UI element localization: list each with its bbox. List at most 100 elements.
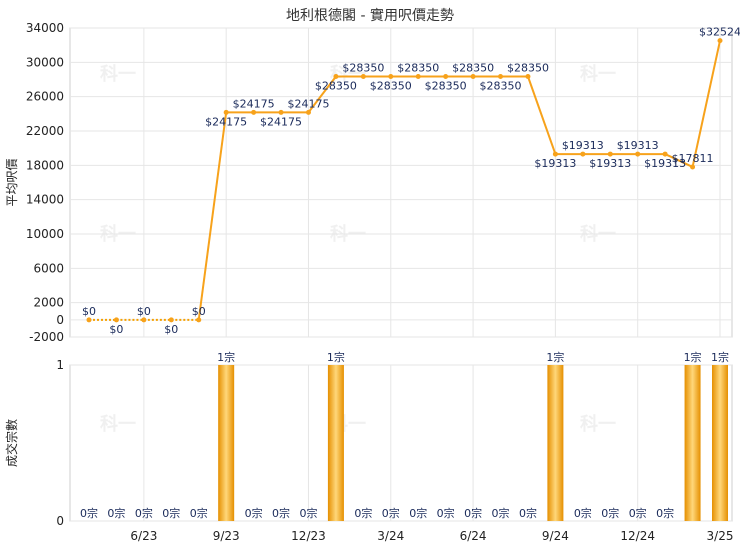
- y-tick-label: 34000: [26, 21, 64, 35]
- point-label: $17811: [672, 152, 714, 165]
- y-tick-label: 18000: [26, 158, 64, 172]
- watermark-text: 科一: [330, 63, 366, 85]
- y-tick-label: 10000: [26, 227, 64, 241]
- x-tick-label: 6/23: [130, 529, 157, 543]
- bar-label: 0宗: [574, 506, 592, 520]
- line-point: [635, 151, 641, 157]
- watermark-text: 科一: [100, 63, 136, 85]
- line-point: [86, 317, 92, 323]
- bar: [712, 365, 728, 521]
- line-point: [223, 109, 229, 115]
- point-label: $0: [109, 323, 123, 336]
- x-tick-label: 9/24: [542, 529, 569, 543]
- point-label: $0: [137, 305, 151, 318]
- point-label: $28350: [507, 61, 549, 74]
- point-label: $28350: [315, 79, 357, 92]
- bar-label: 1宗: [327, 350, 345, 364]
- bar-label: 0宗: [409, 506, 427, 520]
- bar: [547, 365, 564, 521]
- line-point: [525, 73, 531, 79]
- point-label: $24175: [260, 115, 302, 128]
- point-label: $24175: [233, 97, 275, 110]
- line-point: [607, 151, 613, 157]
- y-tick-label: 30000: [26, 55, 64, 69]
- point-label: $19313: [617, 139, 659, 152]
- line-point: [251, 109, 257, 115]
- point-label: $0: [164, 323, 178, 336]
- bar-label: 0宗: [382, 506, 400, 520]
- watermark-text: 科一: [580, 413, 616, 435]
- point-label: $24175: [287, 97, 329, 110]
- bar-label: 0宗: [437, 506, 455, 520]
- bar: [684, 365, 701, 521]
- bar-label: 0宗: [656, 506, 674, 520]
- line-point: [333, 73, 339, 79]
- line-point: [717, 38, 723, 44]
- bar-label: 0宗: [629, 506, 647, 520]
- point-label: $28350: [425, 79, 467, 92]
- point-label: $28350: [370, 79, 412, 92]
- y-axis-title: 平均呎價: [5, 158, 19, 206]
- y-tick-label: 2000: [33, 296, 64, 310]
- point-label: $19313: [534, 157, 576, 170]
- data-labels-layer: 0宗 0宗 0宗 0宗 0宗 1宗 0宗 0宗 0宗 1宗 0宗 0宗 0宗 0宗 0宗 0宗 0宗 1宗 0宗 0宗…: [80, 26, 740, 520]
- line-segment: [527, 76, 557, 155]
- bar-label: 0宗: [162, 506, 180, 520]
- bar-label: 1宗: [546, 350, 564, 364]
- point-label: $28350: [342, 61, 384, 74]
- y-tick-label: 26000: [26, 90, 64, 104]
- watermark-text: 科一: [100, 413, 136, 435]
- line-point: [168, 317, 174, 323]
- line-point: [360, 73, 366, 79]
- line-point: [113, 317, 119, 323]
- x-tick-label: 3/24: [377, 529, 404, 543]
- bar-label: 0宗: [601, 506, 619, 520]
- bar-label: 0宗: [272, 506, 290, 520]
- point-label: $32524: [699, 26, 740, 39]
- y-tick-label: 6000: [33, 261, 64, 275]
- bar-label: 0宗: [519, 506, 537, 520]
- bar-label: 0宗: [190, 506, 208, 520]
- point-label: $28350: [397, 61, 439, 74]
- point-label: $19313: [589, 157, 631, 170]
- axis-layer: -2000 0 2000 6000 10000 14000 18000 22000 26000 3…: [4, 21, 733, 543]
- line-point: [662, 151, 668, 157]
- bar-label: 1宗: [217, 350, 235, 364]
- watermark-text: 科一: [580, 63, 616, 85]
- y-tick-label-bar: 1: [56, 358, 64, 372]
- grid-layer: [69, 27, 733, 522]
- bar-label: 0宗: [492, 506, 510, 520]
- y-tick-label-bar: 0: [56, 514, 64, 528]
- point-label: $19313: [644, 157, 686, 170]
- line-point: [196, 317, 202, 323]
- point-label: $0: [192, 305, 206, 318]
- point-label: $24175: [205, 115, 247, 128]
- chart-title: 地利根德閣 - 實用呎價走勢: [286, 7, 454, 24]
- line-point: [552, 151, 558, 157]
- y-tick-label: 0: [56, 313, 64, 327]
- y-tick-label: 14000: [26, 193, 64, 207]
- line-point: [305, 109, 311, 115]
- line-point: [690, 164, 696, 170]
- bars-layer: [218, 365, 728, 521]
- line-point: [580, 151, 586, 157]
- bar: [218, 365, 235, 521]
- line-point: [278, 109, 284, 115]
- point-label: $28350: [480, 79, 522, 92]
- line-segment: [691, 40, 721, 168]
- bar-label: 0宗: [299, 506, 317, 520]
- bar-label: 1宗: [711, 350, 729, 364]
- line-point: [470, 73, 476, 79]
- bar-label: 0宗: [80, 506, 98, 520]
- bar-label: 1宗: [684, 350, 702, 364]
- line-point: [388, 73, 394, 79]
- y-tick-label: -2000: [29, 330, 64, 344]
- point-label: $19313: [562, 139, 604, 152]
- bar-label: 0宗: [464, 506, 482, 520]
- line-layer: [86, 38, 723, 323]
- x-tick-label: 6/24: [460, 529, 487, 543]
- point-label: $0: [82, 305, 96, 318]
- line-segment: [197, 112, 228, 320]
